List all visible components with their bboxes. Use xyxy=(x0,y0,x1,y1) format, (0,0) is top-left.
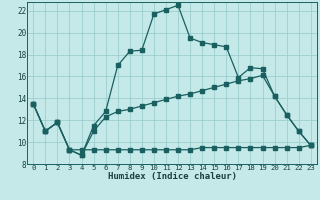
X-axis label: Humidex (Indice chaleur): Humidex (Indice chaleur) xyxy=(108,172,236,181)
